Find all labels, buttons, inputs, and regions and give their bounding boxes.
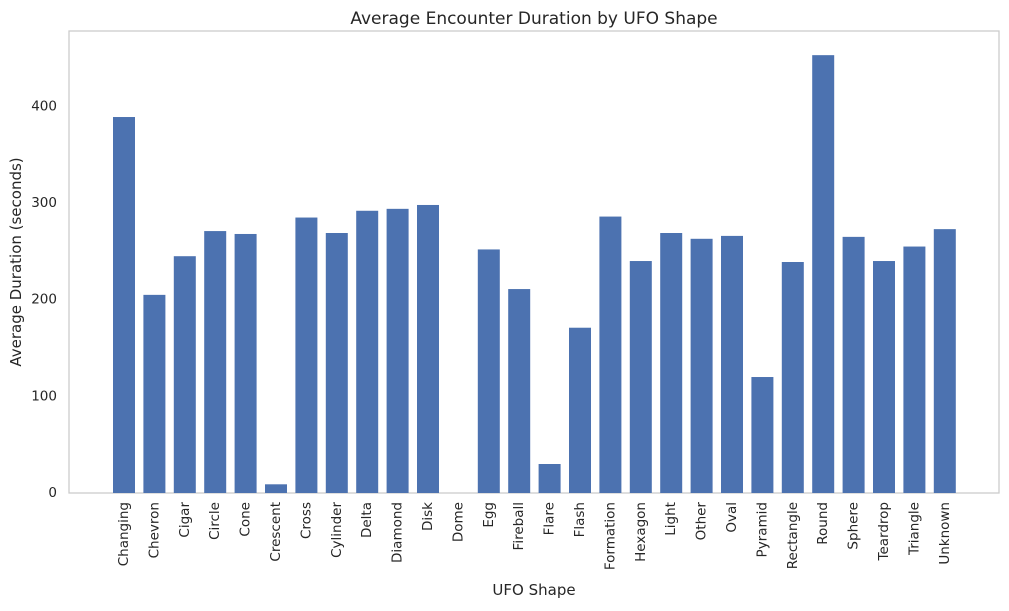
bar-rectangle <box>781 262 804 493</box>
x-tick-label: Cone <box>238 502 254 537</box>
x-tick-label: Cylinder <box>329 502 345 558</box>
bar-delta <box>356 210 379 493</box>
bar-unknown <box>933 229 956 493</box>
x-tick-label: Unknown <box>937 502 953 565</box>
x-axis-ticks: Changing Chevron Cigar Circle Cone Crescent Cr… <box>116 502 953 571</box>
bar-circle <box>204 231 227 493</box>
x-tick-label: Delta <box>359 502 375 538</box>
bar-teardrop <box>873 261 895 493</box>
bar-flash <box>569 327 591 493</box>
x-tick-label: Hexagon <box>633 502 649 562</box>
bar-other <box>690 238 713 493</box>
x-tick-label: Fireball <box>511 502 527 550</box>
bar-cigar <box>173 256 196 493</box>
bars-group <box>113 55 956 494</box>
x-tick-label: Flare <box>542 502 558 535</box>
bar-cross <box>295 217 318 494</box>
bar-cylinder <box>325 233 348 493</box>
y-tick-label: 100 <box>31 388 57 404</box>
y-axis-label: Average Duration (seconds) <box>7 157 25 366</box>
x-tick-label: Light <box>663 502 679 536</box>
y-axis-ticks: 0 100 200 300 400 <box>31 98 57 501</box>
x-tick-label: Chevron <box>146 502 162 558</box>
bar-oval <box>721 235 743 493</box>
x-tick-label: Rectangle <box>785 502 801 569</box>
bar-changing <box>113 117 135 494</box>
x-tick-label: Round <box>815 502 831 545</box>
x-tick-label: Circle <box>207 502 223 540</box>
x-tick-label: Egg <box>481 502 497 528</box>
x-tick-label: Oval <box>724 502 740 533</box>
bar-formation <box>599 216 622 493</box>
x-tick-label: Disk <box>420 502 436 531</box>
bar-egg <box>477 249 500 493</box>
x-tick-label: Sphere <box>846 502 862 550</box>
x-tick-label: Diamond <box>390 502 406 563</box>
x-tick-label: Changing <box>116 502 132 566</box>
chart-title: Average Encounter Duration by UFO Shape <box>350 9 717 29</box>
x-tick-label: Flash <box>572 502 588 537</box>
x-tick-label: Triangle <box>906 502 922 556</box>
bar-cone <box>234 233 257 493</box>
bar-sphere <box>842 236 865 493</box>
plot-area-frame <box>68 30 1000 494</box>
bar-diamond <box>386 208 409 493</box>
x-tick-label: Cigar <box>177 502 193 538</box>
bar-crescent <box>265 484 287 493</box>
y-tick-label: 300 <box>31 195 57 211</box>
bar-chevron <box>143 294 166 493</box>
bar-disk <box>417 204 439 493</box>
x-axis-label: UFO Shape <box>492 581 575 599</box>
bar-flare <box>538 464 561 493</box>
bar-light <box>660 233 683 493</box>
y-tick-label: 0 <box>48 485 57 501</box>
bar-triangle <box>903 246 926 493</box>
y-tick-label: 200 <box>31 292 57 308</box>
x-tick-label: Other <box>694 502 710 541</box>
bar-fireball <box>508 289 531 493</box>
x-tick-label: Formation <box>602 502 618 570</box>
y-tick-label: 400 <box>31 98 57 114</box>
x-tick-label: Teardrop <box>876 502 892 562</box>
bar-pyramid <box>751 377 774 493</box>
bar-hexagon <box>629 261 652 493</box>
x-tick-label: Dome <box>450 502 466 542</box>
bar-round <box>812 55 835 493</box>
x-tick-label: Cross <box>298 502 314 539</box>
x-tick-label: Pyramid <box>754 502 770 557</box>
x-tick-label: Crescent <box>268 502 284 562</box>
